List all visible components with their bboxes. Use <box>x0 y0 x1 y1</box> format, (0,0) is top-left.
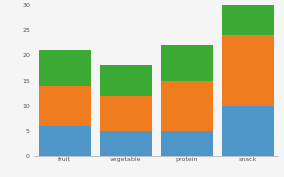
Bar <box>39 126 91 156</box>
Bar <box>100 96 152 131</box>
Bar <box>100 131 152 156</box>
Bar <box>222 106 274 156</box>
Bar <box>100 65 152 96</box>
Bar <box>222 5 274 35</box>
Bar <box>161 131 213 156</box>
Bar <box>39 50 91 85</box>
Bar <box>161 81 213 131</box>
Bar <box>39 85 91 126</box>
Bar <box>222 35 274 106</box>
Bar <box>161 45 213 81</box>
